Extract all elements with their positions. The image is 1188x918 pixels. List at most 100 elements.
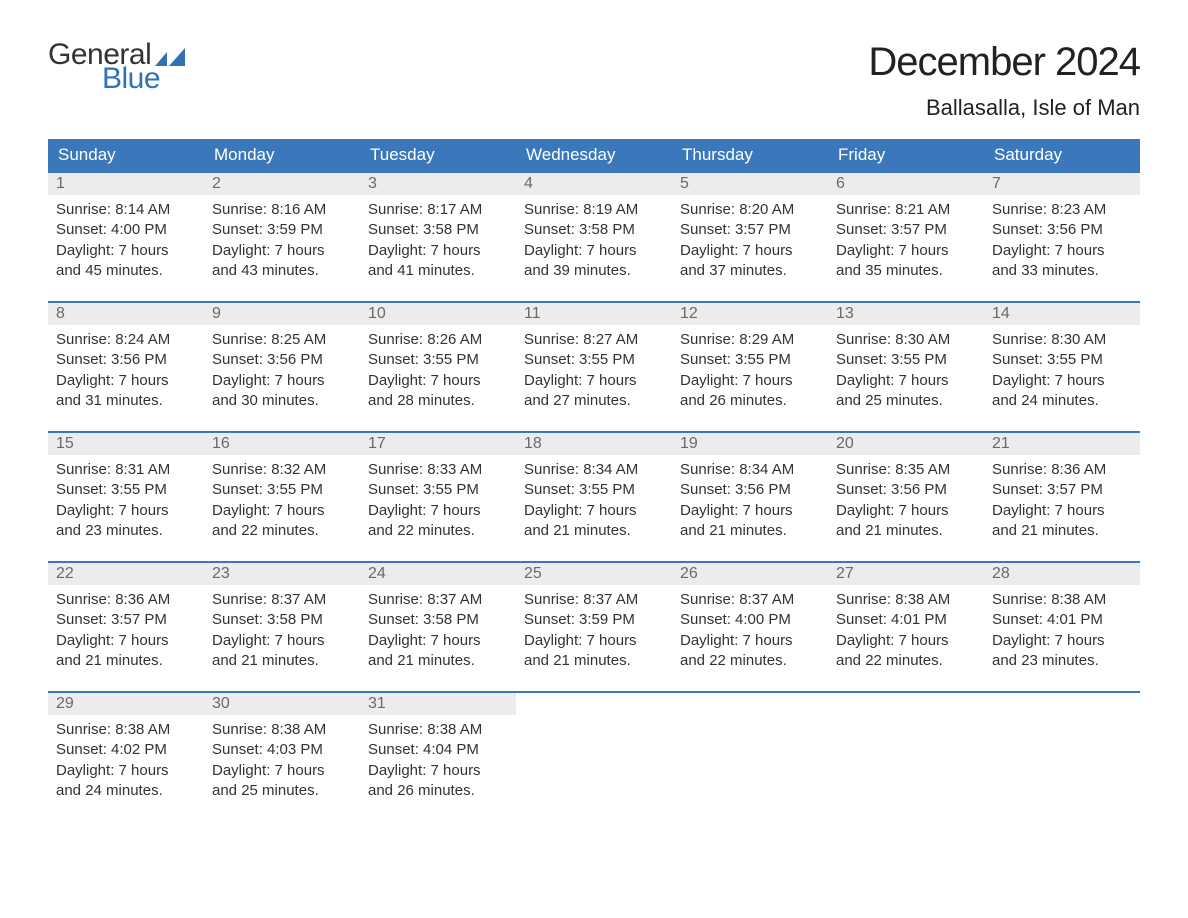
calendar-day-cell: . xyxy=(828,691,984,821)
daylight-line-2: and 21 minutes. xyxy=(836,521,976,541)
calendar-day-cell: 23Sunrise: 8:37 AMSunset: 3:58 PMDayligh… xyxy=(204,561,360,691)
weekday-header: Wednesday xyxy=(516,139,672,171)
sunrise-line: Sunrise: 8:19 AM xyxy=(524,200,664,220)
calendar-day-cell: 7Sunrise: 8:23 AMSunset: 3:56 PMDaylight… xyxy=(984,171,1140,301)
calendar-day-cell: . xyxy=(984,691,1140,821)
calendar-day-cell: 5Sunrise: 8:20 AMSunset: 3:57 PMDaylight… xyxy=(672,171,828,301)
daylight-line-1: Daylight: 7 hours xyxy=(56,371,196,391)
daylight-line-2: and 21 minutes. xyxy=(56,651,196,671)
daylight-line-2: and 21 minutes. xyxy=(992,521,1132,541)
day-number: 10 xyxy=(360,303,516,325)
calendar-day-cell: 21Sunrise: 8:36 AMSunset: 3:57 PMDayligh… xyxy=(984,431,1140,561)
calendar-day-cell: 14Sunrise: 8:30 AMSunset: 3:55 PMDayligh… xyxy=(984,301,1140,431)
sunset-line: Sunset: 3:59 PM xyxy=(524,610,664,630)
calendar-week-row: 29Sunrise: 8:38 AMSunset: 4:02 PMDayligh… xyxy=(48,691,1140,821)
daylight-line-2: and 21 minutes. xyxy=(680,521,820,541)
brand-word2: Blue xyxy=(102,64,185,94)
day-content: Sunrise: 8:37 AMSunset: 3:58 PMDaylight:… xyxy=(204,585,360,676)
sunset-line: Sunset: 4:00 PM xyxy=(56,220,196,240)
day-number: 6 xyxy=(828,173,984,195)
weekday-header: Saturday xyxy=(984,139,1140,171)
day-content: Sunrise: 8:38 AMSunset: 4:01 PMDaylight:… xyxy=(828,585,984,676)
daylight-line-1: Daylight: 7 hours xyxy=(368,761,508,781)
sunrise-line: Sunrise: 8:27 AM xyxy=(524,330,664,350)
calendar-day-cell: 27Sunrise: 8:38 AMSunset: 4:01 PMDayligh… xyxy=(828,561,984,691)
day-content: Sunrise: 8:30 AMSunset: 3:55 PMDaylight:… xyxy=(984,325,1140,416)
sunset-line: Sunset: 4:03 PM xyxy=(212,740,352,760)
sunset-line: Sunset: 3:57 PM xyxy=(836,220,976,240)
month-title: December 2024 xyxy=(868,40,1140,85)
daylight-line-1: Daylight: 7 hours xyxy=(992,241,1132,261)
daylight-line-1: Daylight: 7 hours xyxy=(680,631,820,651)
daylight-line-2: and 22 minutes. xyxy=(836,651,976,671)
day-content: Sunrise: 8:30 AMSunset: 3:55 PMDaylight:… xyxy=(828,325,984,416)
day-content: Sunrise: 8:37 AMSunset: 3:59 PMDaylight:… xyxy=(516,585,672,676)
sunrise-line: Sunrise: 8:16 AM xyxy=(212,200,352,220)
day-content: Sunrise: 8:36 AMSunset: 3:57 PMDaylight:… xyxy=(48,585,204,676)
sunrise-line: Sunrise: 8:30 AM xyxy=(836,330,976,350)
sunset-line: Sunset: 4:00 PM xyxy=(680,610,820,630)
sunset-line: Sunset: 3:57 PM xyxy=(992,480,1132,500)
day-number: 3 xyxy=(360,173,516,195)
day-number: 4 xyxy=(516,173,672,195)
sunrise-line: Sunrise: 8:32 AM xyxy=(212,460,352,480)
daylight-line-2: and 26 minutes. xyxy=(368,781,508,801)
sunset-line: Sunset: 3:58 PM xyxy=(524,220,664,240)
daylight-line-2: and 24 minutes. xyxy=(992,391,1132,411)
sunrise-line: Sunrise: 8:37 AM xyxy=(368,590,508,610)
calendar-day-cell: 30Sunrise: 8:38 AMSunset: 4:03 PMDayligh… xyxy=(204,691,360,821)
calendar-day-cell: 17Sunrise: 8:33 AMSunset: 3:55 PMDayligh… xyxy=(360,431,516,561)
daylight-line-2: and 31 minutes. xyxy=(56,391,196,411)
daylight-line-2: and 25 minutes. xyxy=(836,391,976,411)
calendar-day-cell: 4Sunrise: 8:19 AMSunset: 3:58 PMDaylight… xyxy=(516,171,672,301)
daylight-line-2: and 24 minutes. xyxy=(56,781,196,801)
daylight-line-1: Daylight: 7 hours xyxy=(368,371,508,391)
sunrise-line: Sunrise: 8:33 AM xyxy=(368,460,508,480)
daylight-line-1: Daylight: 7 hours xyxy=(992,501,1132,521)
calendar-day-cell: 12Sunrise: 8:29 AMSunset: 3:55 PMDayligh… xyxy=(672,301,828,431)
sunrise-line: Sunrise: 8:26 AM xyxy=(368,330,508,350)
calendar-table: SundayMondayTuesdayWednesdayThursdayFrid… xyxy=(48,139,1140,821)
location-label: Ballasalla, Isle of Man xyxy=(868,95,1140,121)
day-number: 12 xyxy=(672,303,828,325)
day-content: Sunrise: 8:31 AMSunset: 3:55 PMDaylight:… xyxy=(48,455,204,546)
sunset-line: Sunset: 3:56 PM xyxy=(680,480,820,500)
sunset-line: Sunset: 3:59 PM xyxy=(212,220,352,240)
daylight-line-2: and 21 minutes. xyxy=(524,651,664,671)
daylight-line-2: and 21 minutes. xyxy=(212,651,352,671)
sunset-line: Sunset: 3:56 PM xyxy=(992,220,1132,240)
day-content: Sunrise: 8:36 AMSunset: 3:57 PMDaylight:… xyxy=(984,455,1140,546)
daylight-line-1: Daylight: 7 hours xyxy=(524,371,664,391)
day-content: Sunrise: 8:21 AMSunset: 3:57 PMDaylight:… xyxy=(828,195,984,286)
daylight-line-2: and 45 minutes. xyxy=(56,261,196,281)
day-number: 23 xyxy=(204,563,360,585)
daylight-line-1: Daylight: 7 hours xyxy=(992,631,1132,651)
daylight-line-2: and 41 minutes. xyxy=(368,261,508,281)
day-number: 27 xyxy=(828,563,984,585)
daylight-line-2: and 21 minutes. xyxy=(368,651,508,671)
daylight-line-2: and 28 minutes. xyxy=(368,391,508,411)
daylight-line-2: and 33 minutes. xyxy=(992,261,1132,281)
sunrise-line: Sunrise: 8:38 AM xyxy=(836,590,976,610)
brand-logo: General Blue xyxy=(48,40,185,94)
calendar-day-cell: 8Sunrise: 8:24 AMSunset: 3:56 PMDaylight… xyxy=(48,301,204,431)
day-content: Sunrise: 8:34 AMSunset: 3:56 PMDaylight:… xyxy=(672,455,828,546)
day-content: Sunrise: 8:37 AMSunset: 4:00 PMDaylight:… xyxy=(672,585,828,676)
weekday-header: Friday xyxy=(828,139,984,171)
calendar-day-cell: 19Sunrise: 8:34 AMSunset: 3:56 PMDayligh… xyxy=(672,431,828,561)
sunset-line: Sunset: 3:55 PM xyxy=(680,350,820,370)
day-number: 15 xyxy=(48,433,204,455)
sunrise-line: Sunrise: 8:38 AM xyxy=(992,590,1132,610)
calendar-day-cell: 15Sunrise: 8:31 AMSunset: 3:55 PMDayligh… xyxy=(48,431,204,561)
sunset-line: Sunset: 3:56 PM xyxy=(56,350,196,370)
daylight-line-2: and 37 minutes. xyxy=(680,261,820,281)
calendar-day-cell: 9Sunrise: 8:25 AMSunset: 3:56 PMDaylight… xyxy=(204,301,360,431)
weekday-header: Thursday xyxy=(672,139,828,171)
sunset-line: Sunset: 3:58 PM xyxy=(212,610,352,630)
sunset-line: Sunset: 3:55 PM xyxy=(368,480,508,500)
weekday-header: Monday xyxy=(204,139,360,171)
daylight-line-1: Daylight: 7 hours xyxy=(524,631,664,651)
day-content: Sunrise: 8:32 AMSunset: 3:55 PMDaylight:… xyxy=(204,455,360,546)
daylight-line-2: and 23 minutes. xyxy=(56,521,196,541)
sunrise-line: Sunrise: 8:24 AM xyxy=(56,330,196,350)
